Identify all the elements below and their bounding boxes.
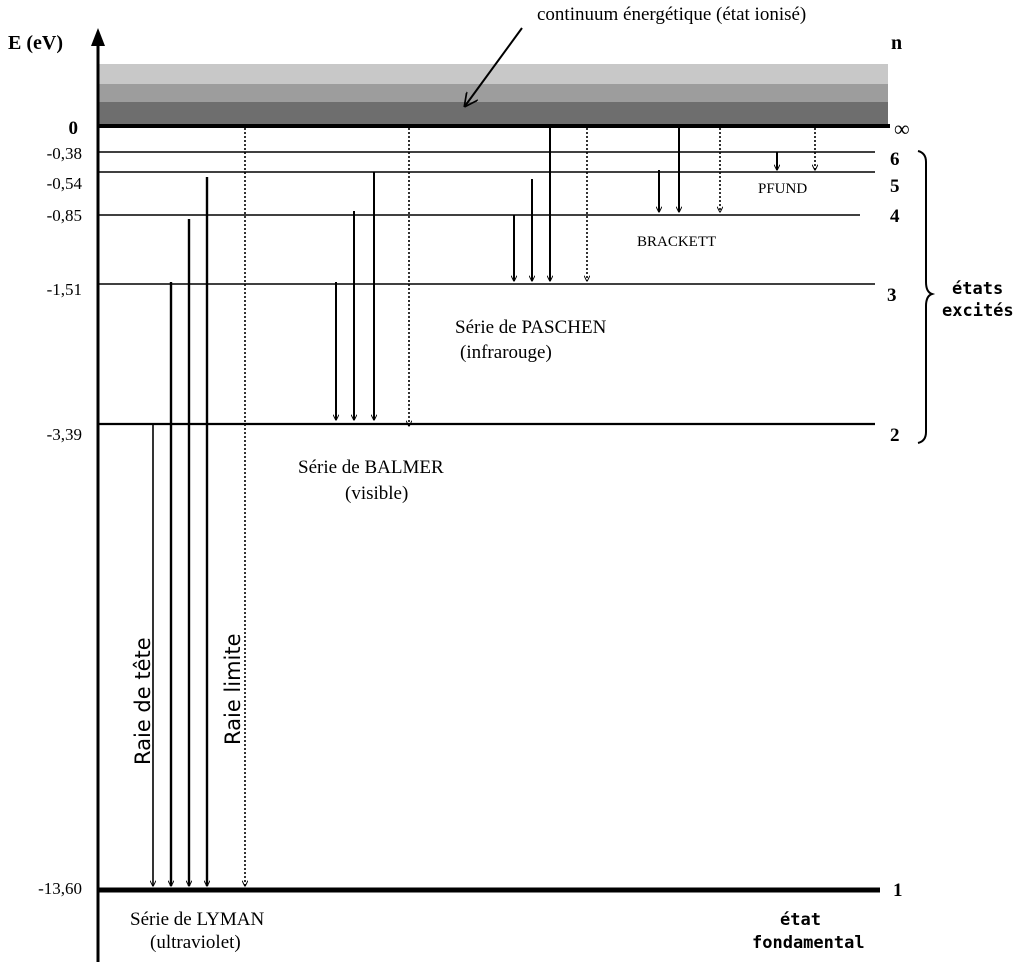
continuum-band [98,64,888,126]
n-label-inf: ∞ [894,116,910,141]
energy-value-6: -0,38 [47,144,82,163]
pfund-series-arrows [777,128,815,170]
n-label-1: 1 [893,880,903,901]
brackett-label: BRACKETT [637,234,716,250]
raie-limite-label: Raie limite [221,633,245,745]
excited-states-label-line1: états [952,279,1003,299]
balmer-label-line2: (visible) [345,483,408,504]
energy-value-1: -13,60 [38,879,82,898]
lyman-series-arrows [153,128,245,886]
raie-de-tete-label: Raie de tête [131,637,155,765]
lyman-label-line2: (ultraviolet) [150,932,241,953]
pfund-label: PFUND [758,181,807,197]
paschen-series-arrows [514,126,587,281]
energy-value-inf: 0 [69,118,79,139]
energy-value-5: -0,54 [47,174,83,193]
excited-states-label-line2: excités [942,301,1014,321]
n-label-5: 5 [890,176,900,197]
energy-value-3: -1,51 [47,280,82,299]
lyman-label-line1: Série de LYMAN [130,909,265,930]
n-label-2: 2 [890,425,900,446]
n-label-3: 3 [887,285,897,306]
paschen-label-line1: Série de PASCHEN [455,317,607,338]
ground-state-label-line1: état [780,910,821,930]
excited-states-brace [917,150,936,444]
state-labels: états excités état fondamental [752,279,1014,953]
energy-value-2: -3,39 [47,425,82,444]
series-labels: Série de LYMAN (ultraviolet) Série de BA… [130,181,807,953]
balmer-label-line1: Série de BALMER [298,457,444,478]
energy-value-4: -0,85 [47,206,82,225]
continuum-label: continuum énergétique (état ionisé) [537,4,806,25]
n-label-4: 4 [890,206,900,227]
balmer-series-arrows [336,128,409,426]
energy-axis-arrowhead [91,28,105,46]
brackett-series-arrows [659,126,720,212]
n-label-6: 6 [890,149,900,170]
level-lines [98,124,890,893]
continuum-pointer-arrow [465,27,523,106]
energy-axis-label: E (eV) [8,32,63,54]
ground-state-label-line2: fondamental [752,933,865,953]
n-axis-label: n [891,32,902,54]
paschen-label-line2: (infrarouge) [460,342,552,363]
energy-values: 0 -0,38 -0,54 -0,85 -1,51 -3,39 -13,60 [38,118,82,898]
n-labels: ∞ 6 5 4 3 2 1 [887,116,910,901]
